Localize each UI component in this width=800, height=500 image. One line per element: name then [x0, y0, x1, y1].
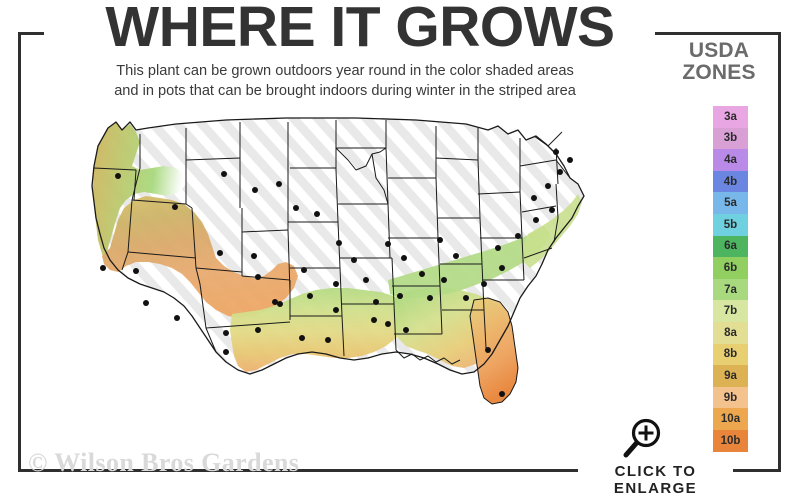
region-southwest — [102, 196, 298, 318]
region-southeast-piedmont — [388, 226, 550, 298]
frame-bottom-border — [18, 469, 578, 472]
region-pacific-northwest — [93, 122, 186, 262]
legend-swatch-zone-6b: 6b — [713, 257, 748, 279]
frame-bottom-right-border — [733, 469, 781, 472]
legend-swatch-zone-7b: 7b — [713, 300, 748, 322]
region-atlantic-coastal — [522, 194, 582, 268]
legend-swatch-zone-10a: 10a — [713, 408, 748, 430]
magnifier-plus-icon[interactable] — [618, 418, 664, 460]
legend-title-line-2: ZONES — [682, 61, 756, 85]
legend-swatch-zone-6a: 6a — [713, 235, 748, 258]
legend-swatch-zone-9a: 9a — [713, 365, 748, 387]
usda-zone-legend: 3a 3b 4a 4b 5a 5b 6a 6b 7a 7b 8a 8b 9a 9b 10a 10b — [713, 106, 748, 452]
usda-hardiness-map[interactable] — [36, 108, 656, 458]
watermark-text: © Wilson Bros Gardens — [28, 448, 300, 477]
map-hardiness-color-layer — [93, 122, 582, 404]
state-boundaries — [91, 117, 585, 405]
legend-swatch-zone-8a: 8a — [713, 321, 748, 344]
frame-top-left-border — [18, 32, 44, 35]
legend-swatch-zone-5a: 5a — [713, 192, 748, 214]
subtitle-line-1: This plant can be grown outdoors year ro… — [116, 63, 574, 79]
national-border — [91, 117, 585, 375]
legend-swatch-zone-10b: 10b — [713, 429, 748, 452]
legend-title: USDA ZONES — [660, 39, 778, 85]
click-to-enlarge-label[interactable]: CLICK TO ENLARGE — [613, 463, 698, 497]
subtitle-text: This plant can be grown outdoors year ro… — [40, 61, 650, 101]
region-south-central — [230, 288, 408, 372]
legend-swatch-zone-4a: 4a — [713, 149, 748, 171]
city-dots — [100, 149, 573, 397]
frame-top-right-border — [655, 32, 781, 35]
frame-left-border — [18, 32, 21, 472]
legend-swatch-zone-8b: 8b — [713, 343, 748, 366]
us-map-graphic — [91, 117, 585, 405]
subtitle-line-2: and in pots that can be brought indoors … — [114, 83, 576, 100]
legend-swatch-zone-9b: 9b — [713, 386, 748, 409]
legend-swatch-zone-7a: 7a — [713, 278, 748, 301]
legend-swatch-zone-5b: 5b — [713, 213, 748, 236]
frame-right-border — [778, 32, 781, 472]
legend-title-line-1: USDA — [688, 39, 750, 62]
legend-swatch-zone-4b: 4b — [713, 170, 748, 193]
page-title: WHERE IT GROWS — [105, 0, 615, 59]
legend-swatch-zone-3b: 3b — [713, 127, 748, 150]
legend-swatch-zone-3a: 3a — [713, 106, 748, 128]
